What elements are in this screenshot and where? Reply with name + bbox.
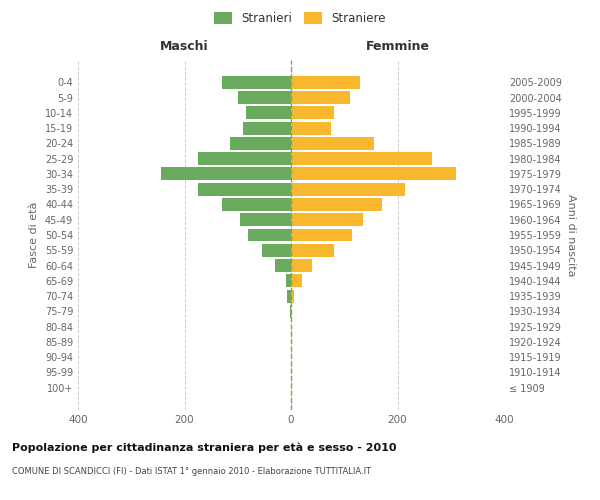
- Bar: [246, 106, 291, 120]
- Bar: [291, 259, 313, 272]
- Bar: [286, 274, 291, 287]
- Bar: [275, 259, 291, 272]
- Bar: [241, 214, 291, 226]
- Text: Maschi: Maschi: [160, 40, 209, 53]
- Legend: Stranieri, Straniere: Stranieri, Straniere: [211, 8, 389, 28]
- Bar: [262, 244, 291, 256]
- Bar: [222, 198, 291, 211]
- Bar: [291, 168, 456, 180]
- Bar: [291, 228, 352, 241]
- Bar: [248, 228, 291, 241]
- Bar: [291, 198, 382, 211]
- Bar: [291, 137, 374, 150]
- Text: Femmine: Femmine: [365, 40, 430, 53]
- Bar: [287, 290, 291, 302]
- Text: Popolazione per cittadinanza straniera per età e sesso - 2010: Popolazione per cittadinanza straniera p…: [12, 442, 397, 453]
- Bar: [198, 182, 291, 196]
- Bar: [238, 91, 291, 104]
- Bar: [290, 305, 291, 318]
- Bar: [291, 182, 406, 196]
- Bar: [291, 152, 432, 165]
- Bar: [291, 122, 331, 134]
- Text: COMUNE DI SCANDICCI (FI) - Dati ISTAT 1° gennaio 2010 - Elaborazione TUTTITALIA.: COMUNE DI SCANDICCI (FI) - Dati ISTAT 1°…: [12, 468, 371, 476]
- Bar: [291, 106, 334, 120]
- Bar: [291, 290, 293, 302]
- Bar: [291, 244, 334, 256]
- Bar: [198, 152, 291, 165]
- Bar: [291, 76, 360, 89]
- Bar: [291, 214, 363, 226]
- Bar: [291, 91, 350, 104]
- Bar: [230, 137, 291, 150]
- Bar: [243, 122, 291, 134]
- Bar: [222, 76, 291, 89]
- Y-axis label: Anni di nascita: Anni di nascita: [566, 194, 575, 276]
- Bar: [161, 168, 291, 180]
- Y-axis label: Fasce di età: Fasce di età: [29, 202, 39, 268]
- Bar: [291, 274, 302, 287]
